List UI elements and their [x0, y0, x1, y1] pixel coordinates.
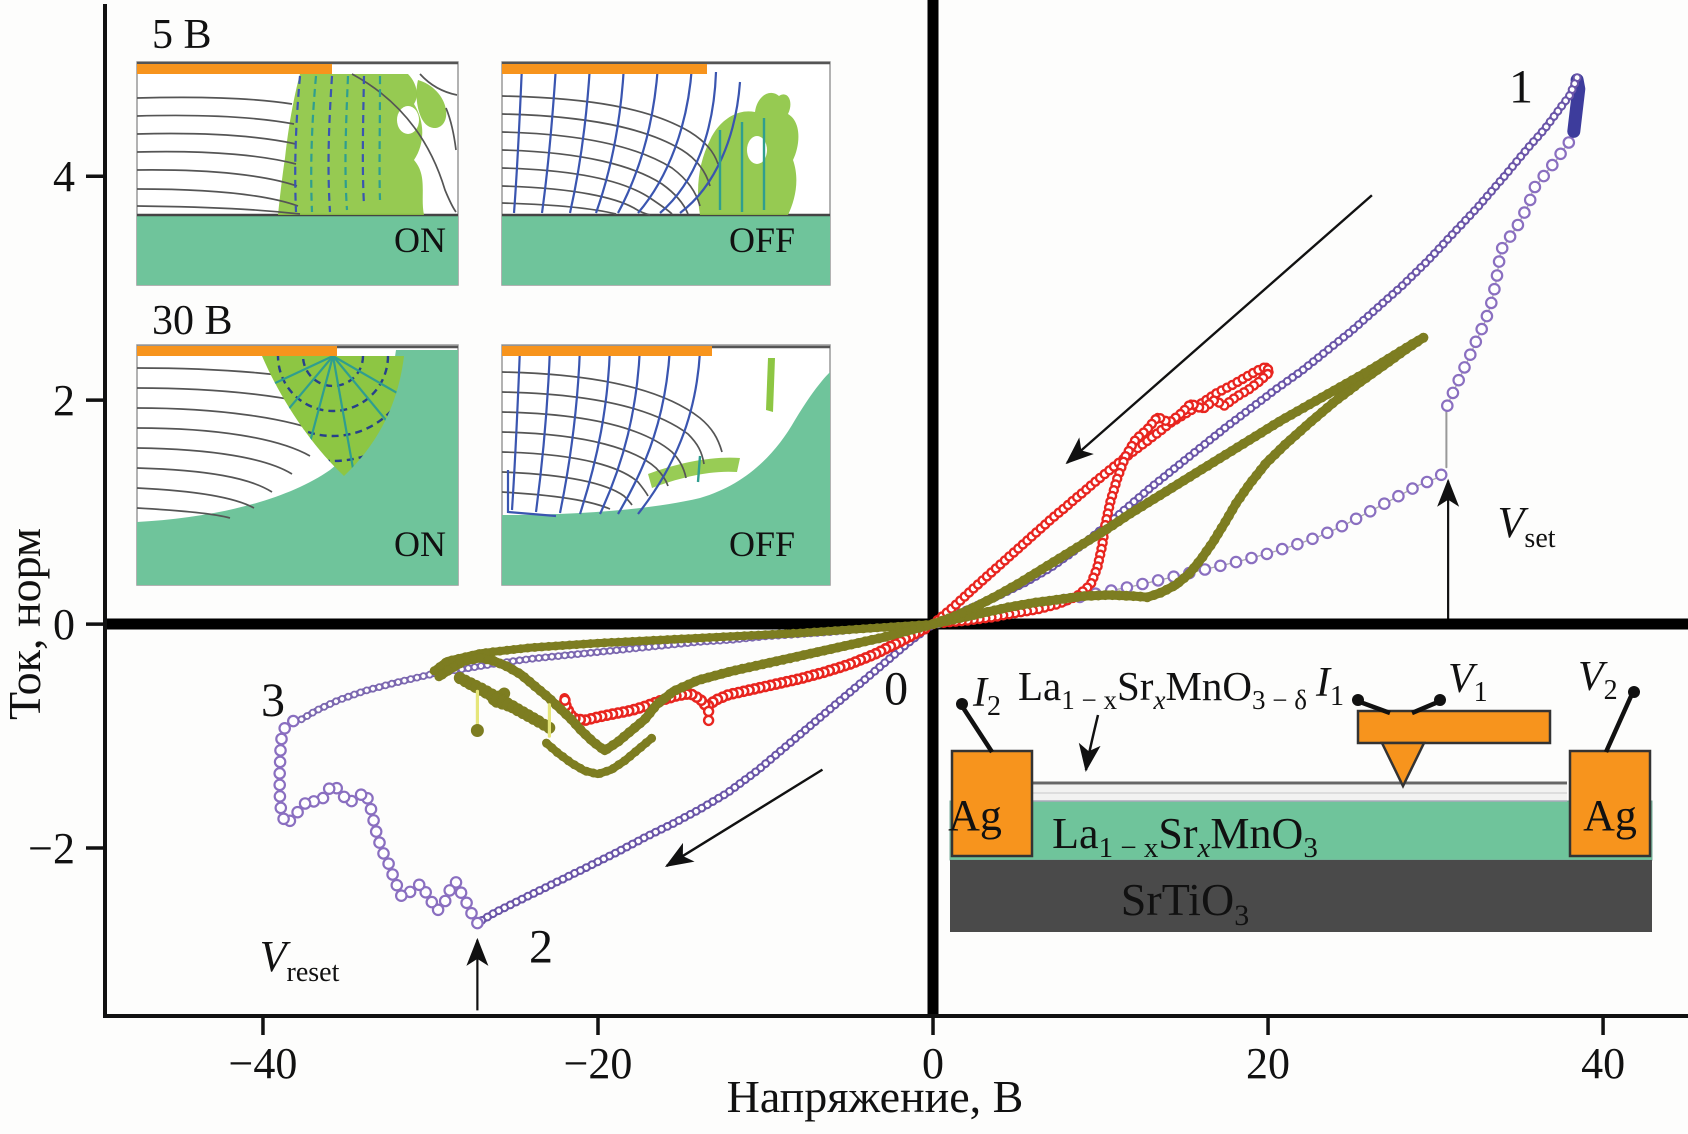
terminal-label-v2: V2 [1578, 654, 1618, 706]
ag-electrode-right [1568, 749, 1652, 858]
bulk-green-dome [137, 350, 458, 585]
top-electrode-bar [502, 64, 707, 74]
device-schematic: I2 La1 − xSrxMnO3 − δ I1 V1 V2 La1 − xSr… [948, 654, 1653, 932]
state-label-on: ON [394, 524, 446, 564]
inset-sim-5v: 5 В [136, 12, 831, 286]
substrate-label: SrTiO3 [1121, 874, 1249, 932]
inset-5v-label: 5 В [152, 12, 212, 58]
series-red-loop-positive [927, 362, 1274, 630]
series-olive-loop-positive [928, 332, 1429, 630]
sweep-point-3: 3 [261, 674, 285, 727]
probe-contact-dots [956, 686, 1640, 710]
series-red-dangling-circles [702, 705, 715, 727]
ag-left-label: Ag [948, 791, 1002, 840]
series-olive-negative-deep [542, 733, 657, 779]
top-electrode-bar [137, 346, 337, 356]
filament-crosshatch [262, 356, 404, 476]
terminal-label-i2: I2 [972, 670, 1001, 722]
state-label-off: OFF [729, 524, 795, 564]
field-lines [294, 75, 382, 213]
terminal-label-i1: I1 [1315, 660, 1344, 712]
series-red-negative [559, 622, 931, 726]
ag-right-label: Ag [1583, 791, 1637, 840]
top-electrode-bar [502, 346, 712, 356]
inset-5v-off-panel: OFF [501, 61, 831, 286]
state-label-off: OFF [729, 220, 795, 260]
inset-30v-on-panel: ON [136, 344, 459, 586]
series-purple-initial-upper [1441, 136, 1576, 412]
top-electrode-bar [137, 64, 332, 74]
terminal-label-v1: V1 [1448, 656, 1488, 708]
vreset-label: Vreset [260, 932, 340, 988]
x-tick-label: −20 [564, 1039, 633, 1088]
series-olive-drop-dot [470, 723, 484, 737]
state-label-on: ON [394, 220, 446, 260]
field-lines [506, 347, 702, 518]
inset-30v-label: 30 В [152, 298, 233, 344]
direction-arrow-q3 [664, 768, 824, 868]
series-purple-reset-jagged [273, 714, 484, 930]
film-pointer-arrow [1078, 714, 1101, 772]
lsmo-delta-film [1032, 781, 1567, 802]
sweep-point-2: 2 [529, 920, 553, 973]
inset-sim-30v: 30 В [136, 298, 831, 586]
sweep-point-0: 0 [884, 663, 908, 716]
field-lines [512, 65, 742, 214]
x-tick-label: 40 [1581, 1039, 1625, 1088]
iv-curves [273, 73, 1586, 930]
probe-tip [1356, 709, 1552, 789]
x-axis-title: Напряжение, В [727, 1071, 1024, 1122]
filament-shape [278, 74, 424, 215]
x-tick-label: 0 [922, 1039, 944, 1088]
equipotential-lines [136, 73, 458, 215]
y-tick-label: 4 [53, 152, 75, 201]
filament-field-lines [718, 118, 766, 212]
annotations: 1 2 3 0 Vset Vreset [260, 60, 1556, 1011]
series-olive-scatter-blobs [453, 671, 556, 734]
inset-5v-on-panel: ON [136, 61, 459, 286]
direction-arrow-q1 [1065, 194, 1373, 465]
series-olive-negative-jagged [434, 619, 938, 756]
srtio3-substrate [950, 860, 1652, 932]
equipotential-lines [501, 371, 723, 510]
vset-label: Vset [1498, 498, 1556, 554]
x-tick-label: 20 [1246, 1039, 1290, 1088]
y-tick-label: 0 [53, 600, 75, 649]
y-axis-title: Ток, норм [0, 528, 50, 720]
x-tick-label: −40 [229, 1039, 298, 1088]
probe-wires [960, 693, 1635, 754]
bulk-green-dome [502, 372, 830, 585]
film-formula-label: La1 − xSrxMnO3 − δ [1018, 663, 1307, 715]
y-tick-label: 2 [53, 376, 75, 425]
inset-30v-off-panel: OFF [501, 344, 831, 586]
equipotential-lines [501, 95, 719, 216]
lsmo-layer-label: La1 − xSrxMnO3 [1052, 809, 1318, 864]
y-tick-label: −2 [28, 824, 75, 873]
sweep-point-1: 1 [1509, 60, 1533, 113]
